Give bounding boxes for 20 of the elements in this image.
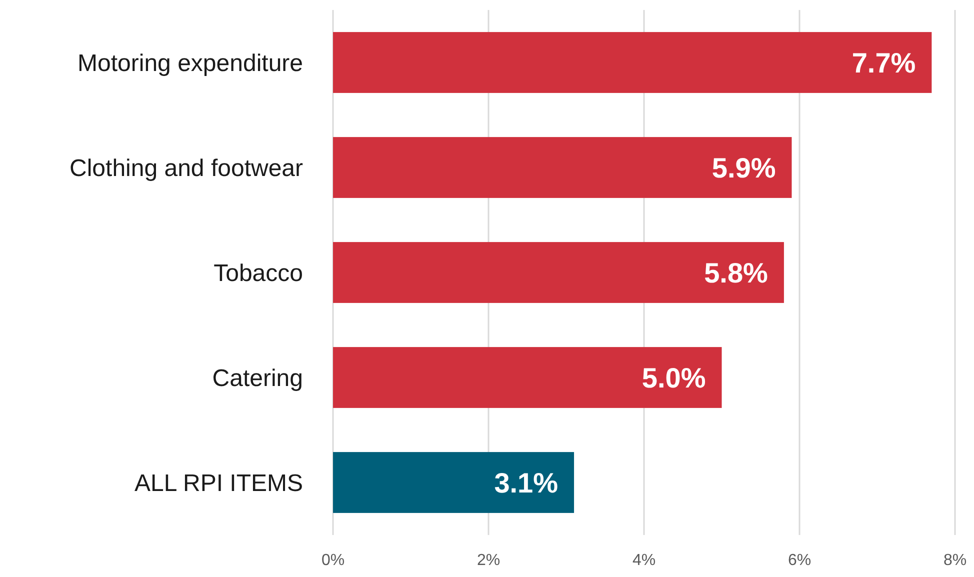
x-tick-label: 4% bbox=[632, 552, 656, 569]
bar bbox=[333, 452, 574, 513]
data-label: 7.7% bbox=[852, 48, 916, 79]
data-label: 5.8% bbox=[704, 258, 768, 289]
bar bbox=[333, 32, 932, 93]
y-tick-label: ALL RPI ITEMS bbox=[134, 470, 303, 497]
data-label: 5.0% bbox=[642, 362, 706, 394]
y-tick-label: Clothing and footwear bbox=[70, 154, 304, 182]
data-label: 3.1% bbox=[494, 468, 558, 499]
y-tick-label: Tobacco bbox=[214, 260, 303, 287]
y-tick-label: Catering bbox=[212, 364, 303, 392]
x-tick-label: 8% bbox=[943, 552, 967, 569]
x-tick-label: 2% bbox=[476, 552, 500, 569]
x-tick-label: 0% bbox=[321, 552, 345, 569]
y-tick-label: Motoring expenditure bbox=[78, 50, 303, 77]
bar bbox=[333, 137, 792, 198]
bar bbox=[333, 242, 784, 303]
bar bbox=[333, 347, 722, 408]
x-tick-label: 6% bbox=[788, 552, 812, 569]
data-label: 5.9% bbox=[712, 152, 776, 184]
